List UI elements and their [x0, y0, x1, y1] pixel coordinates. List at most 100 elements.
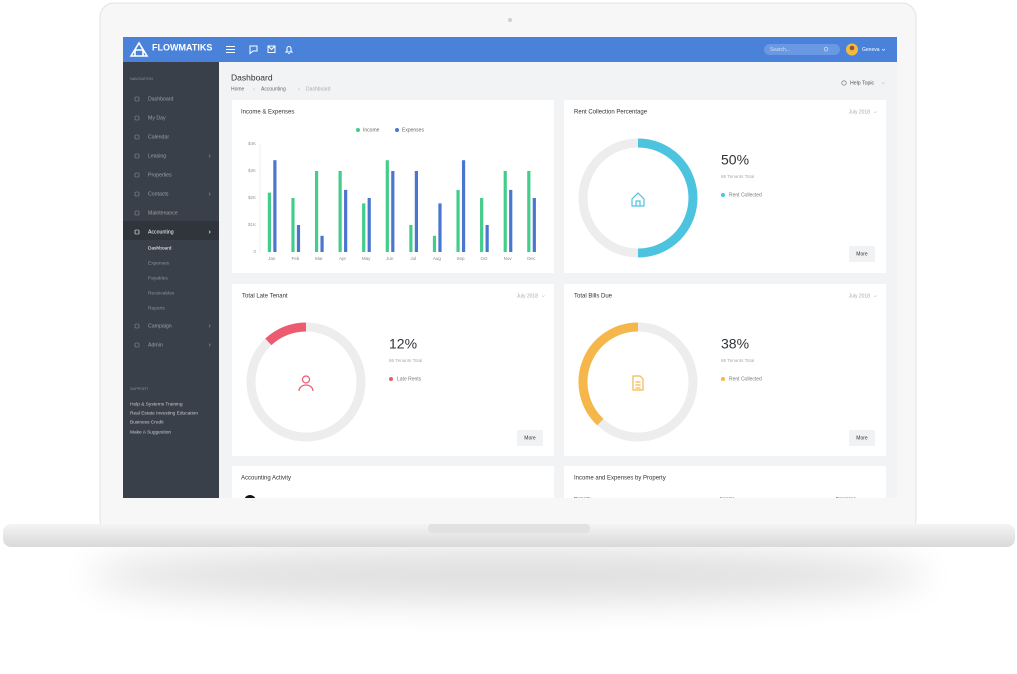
more-button[interactable]	[849, 430, 875, 446]
bar	[480, 198, 484, 252]
bar	[344, 189, 348, 252]
more-button[interactable]	[517, 430, 543, 446]
nav-item[interactable]: Calendar	[148, 135, 169, 141]
logo	[129, 41, 149, 57]
page-title: Dashboard	[231, 72, 273, 82]
breadcrumb[interactable]: Accounting	[261, 86, 286, 92]
column-header: Property	[574, 496, 592, 501]
nav-item[interactable]: Contacts	[148, 192, 169, 198]
header-icons	[226, 45, 294, 55]
widgets: Rent Collection Percentage July 2018 50% 86…	[242, 110, 877, 446]
nav-icon	[134, 342, 140, 348]
support-link[interactable]: Real Estate Investing Education	[130, 410, 198, 416]
card	[564, 284, 886, 456]
x-tick-label: Jul	[410, 256, 416, 261]
nav-item[interactable]: Accounting	[148, 230, 174, 236]
nav-icon	[134, 229, 140, 235]
y-tick-label: $3K	[248, 168, 256, 173]
legend-swatch	[356, 128, 360, 132]
breadcrumb[interactable]: Home	[231, 86, 245, 92]
screen: FLOWMATIKS Search... Geneva NAVIGATION S…	[123, 37, 897, 501]
card-title: Rent Collection Percentage	[574, 110, 648, 116]
legend-swatch	[395, 128, 399, 132]
x-tick-label: May	[362, 256, 371, 261]
nav-sub-item[interactable]: Reports	[148, 305, 165, 311]
bar	[461, 160, 466, 252]
bell-icon[interactable]	[284, 46, 294, 54]
help-caret	[881, 82, 885, 85]
nav-sub-item[interactable]: Payables	[148, 275, 168, 281]
legend-swatch	[721, 377, 725, 381]
chat-icon[interactable]	[249, 45, 258, 55]
nav-icon	[134, 96, 140, 102]
more-button-label[interactable]: More	[856, 252, 868, 258]
nav-item[interactable]: Campaign	[148, 324, 172, 330]
nav-icon	[134, 172, 140, 178]
bar	[509, 189, 513, 252]
x-tick-label: Jun	[386, 256, 394, 261]
nav-item[interactable]: Leasing	[148, 154, 166, 160]
percentage: 50%	[721, 152, 749, 168]
card	[232, 284, 554, 456]
sidebar	[123, 62, 219, 498]
menu-icon[interactable]	[226, 46, 235, 53]
card	[564, 100, 886, 273]
card	[232, 466, 554, 498]
more-button[interactable]	[849, 246, 875, 262]
nav-item[interactable]: Admin	[148, 343, 163, 349]
breadcrumb-sep	[252, 87, 255, 91]
bar	[362, 203, 366, 252]
camera	[508, 18, 512, 22]
search-box[interactable]	[764, 44, 840, 55]
donut-icon	[631, 192, 645, 207]
avatar-face	[849, 45, 855, 51]
support-link[interactable]: Make A Suggestion	[130, 429, 171, 435]
legend-swatch	[721, 193, 725, 197]
subtitle: 86 Tenants Total	[389, 358, 422, 363]
bar	[296, 225, 301, 252]
x-tick-label: Apr	[339, 256, 347, 261]
nav: Dashboard My Day Calendar Leasing Properties…	[130, 96, 211, 435]
period-select[interactable]: July 2018	[517, 294, 539, 300]
y-tick-label: $4K	[248, 141, 256, 146]
percentage: 38%	[721, 336, 749, 352]
bar	[273, 160, 277, 252]
bar	[267, 192, 271, 252]
support-link[interactable]: Help & Systems Training	[130, 401, 183, 407]
support-link[interactable]: Business Credit	[130, 419, 164, 425]
nav-item[interactable]: My Day	[148, 116, 166, 122]
card-title: Total Late Tenant	[242, 294, 288, 300]
bar	[314, 171, 319, 252]
more-button-label[interactable]: More	[524, 436, 536, 442]
nav-icon	[134, 323, 140, 329]
help-topic[interactable]: Help Topic	[850, 81, 875, 87]
y-tick-label: $2K	[248, 195, 256, 200]
laptop-base	[3, 524, 1015, 547]
nav-icon	[134, 191, 140, 197]
nav-item[interactable]: Dashboard	[148, 97, 173, 103]
mail-icon[interactable]	[267, 45, 276, 53]
bar	[532, 198, 536, 252]
nav-sub-item[interactable]: Dashboard	[148, 245, 172, 251]
nav-chevron	[208, 154, 211, 158]
period-select[interactable]: July 2018	[849, 294, 871, 300]
user-name[interactable]: Geneva	[862, 47, 880, 53]
nav-sub-item[interactable]: Receivables	[148, 290, 175, 296]
nav-item[interactable]: Maintenance	[148, 211, 178, 217]
bar	[367, 198, 371, 252]
percentage: 12%	[389, 336, 417, 352]
y-tick-label: 0	[253, 249, 256, 254]
more-button-label[interactable]: More	[856, 436, 868, 442]
bar	[527, 171, 531, 252]
period-select[interactable]: July 2018	[849, 110, 871, 116]
nav-chevron	[208, 343, 211, 347]
x-tick-label: Sep	[456, 256, 465, 261]
subtitle: 86 Tenants Total	[721, 358, 754, 363]
legend-label: Income	[363, 128, 380, 134]
donut-icon	[632, 375, 644, 391]
nav-item[interactable]: Properties	[148, 173, 172, 179]
activity-avatar	[244, 495, 256, 498]
donut-arc	[637, 138, 698, 258]
nav-sub-item[interactable]: Expenses	[148, 260, 170, 266]
